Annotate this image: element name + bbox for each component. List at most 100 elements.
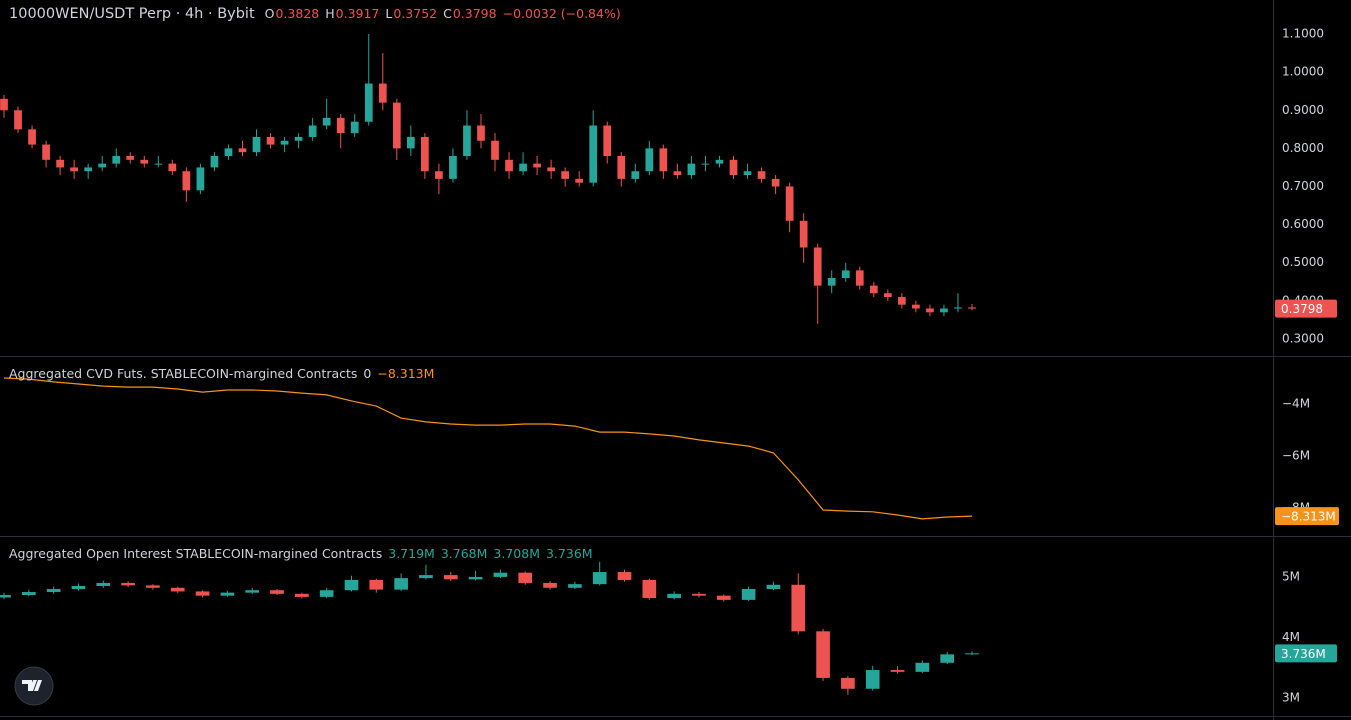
indicator-value: 3.708M — [493, 546, 540, 561]
candle-body — [210, 156, 219, 168]
candle-body — [0, 98, 8, 111]
candle-body — [295, 593, 309, 597]
candle-body — [813, 247, 822, 286]
candle-body — [154, 163, 163, 165]
pane-title: 10000WEN/USDT Perp · 4h · Bybit — [9, 6, 255, 22]
candle-body — [505, 159, 513, 172]
y-tick-label: 0.9000 — [1282, 103, 1324, 117]
candle-body — [224, 148, 233, 157]
candle-body — [491, 140, 499, 160]
candle-body — [855, 270, 864, 286]
candle-body — [568, 584, 582, 588]
candle-body — [98, 163, 107, 168]
candle-body — [294, 136, 303, 141]
candle-body — [915, 662, 930, 672]
candle-body — [477, 125, 485, 141]
ohlc-letter: H — [325, 6, 335, 21]
tradingview-logo[interactable] — [14, 666, 54, 706]
y-tick-label: 1.0000 — [1282, 65, 1324, 79]
candle-body — [266, 136, 275, 145]
candle-body — [140, 159, 149, 164]
y-tick-label: −4M — [1282, 397, 1310, 411]
ohlc-value: 0.3917 — [335, 6, 380, 21]
candle-body — [14, 110, 22, 130]
candle-body — [716, 595, 731, 600]
candle-body — [70, 167, 79, 172]
pane-title: Aggregated CVD Futs. STABLECOIN-margined… — [9, 366, 358, 381]
candle-body — [841, 677, 855, 689]
ohlc-letter: O — [264, 6, 275, 21]
candle-body — [673, 171, 682, 176]
candle-body — [421, 136, 429, 172]
logo-glyph — [22, 680, 42, 691]
candle-body — [21, 592, 36, 596]
ohlc-item: L 0.3752 — [385, 6, 437, 21]
candle-body — [968, 307, 976, 309]
last-value-badge — [1275, 299, 1337, 318]
last-value-badge — [1275, 507, 1339, 526]
candle-body — [449, 156, 457, 179]
candle-body — [168, 163, 177, 172]
candle-body — [771, 178, 780, 187]
candle-body — [592, 572, 607, 585]
y-tick-label: 0.7000 — [1282, 179, 1324, 193]
candle-body — [701, 163, 710, 165]
ohlc-item: C 0.3798 — [443, 6, 496, 21]
candle-body — [392, 102, 401, 149]
candle-body — [729, 159, 738, 176]
candle-body — [56, 159, 64, 168]
candle-body — [319, 590, 334, 597]
candle-body — [799, 220, 808, 248]
cvd-line — [3, 377, 973, 520]
candle-body — [741, 589, 756, 600]
candle-body — [238, 148, 247, 153]
last-value-label: 3.736M — [1281, 647, 1326, 661]
y-tick-label: 0.5000 — [1282, 255, 1324, 269]
candle-body — [543, 582, 557, 588]
candle-body — [692, 593, 706, 596]
ohlc-value: 0.3752 — [393, 6, 438, 21]
candle-body — [406, 136, 415, 149]
candle-body — [766, 584, 781, 590]
ohlc-letter: L — [385, 6, 393, 21]
candle-body — [170, 587, 185, 592]
candle-body — [589, 125, 598, 183]
candle-body — [667, 593, 681, 599]
candle-body — [146, 585, 160, 588]
candle-body — [642, 579, 657, 599]
candle-body — [687, 163, 696, 176]
candle-body — [308, 125, 317, 137]
y-tick-label: 0.6000 — [1282, 217, 1324, 231]
candle-body — [28, 129, 36, 145]
y-tick-label: 5M — [1282, 569, 1300, 583]
candle-body — [791, 584, 806, 632]
candle-body — [394, 578, 408, 590]
candle-body — [96, 582, 111, 586]
candle-body — [280, 140, 289, 145]
oi-header: Aggregated Open Interest STABLECOIN-marg… — [9, 546, 593, 561]
candle-body — [336, 117, 345, 134]
candle-body — [0, 595, 11, 598]
candle-body — [468, 576, 483, 580]
indicator-value: 3.719M — [388, 546, 435, 561]
last-value-badge — [1275, 644, 1337, 663]
candle-body — [42, 144, 50, 160]
candle-body — [463, 125, 471, 157]
price-header: 10000WEN/USDT Perp · 4h · Bybit O 0.3828 H 0… — [9, 6, 621, 22]
candle-body — [435, 171, 443, 179]
indicator-value: 3.736M — [545, 546, 593, 561]
candle-body — [344, 579, 359, 591]
change-label: −0.0032 (−0.84%) — [502, 6, 621, 21]
candle-body — [715, 159, 724, 164]
ohlc-item: H 0.3917 — [325, 6, 379, 21]
y-tick-label: 0.3000 — [1282, 331, 1324, 345]
candle-body — [631, 171, 640, 179]
ohlc-value: 0.3828 — [275, 6, 320, 21]
candle-body — [196, 167, 205, 191]
ohlc-item: O 0.3828 — [265, 6, 320, 21]
candle-body — [182, 171, 191, 191]
candle-body — [865, 670, 880, 689]
pane-title: Aggregated Open Interest STABLECOIN-marg… — [9, 546, 383, 561]
candle-body — [121, 582, 135, 586]
